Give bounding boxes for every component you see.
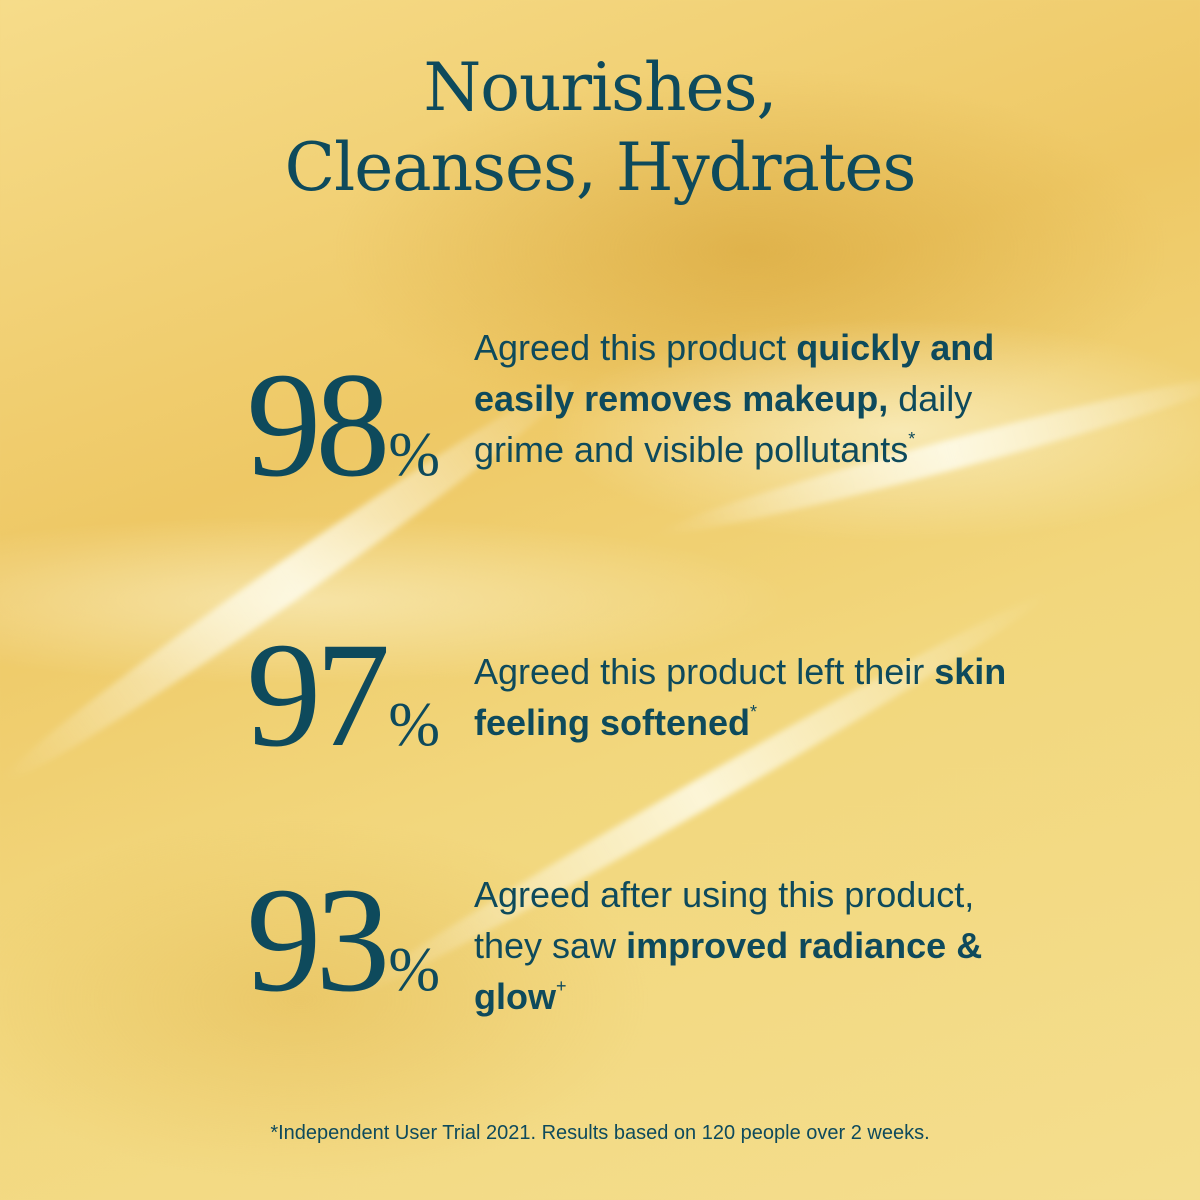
stat-number: 93 bbox=[246, 857, 390, 1023]
stat-value: 93% bbox=[246, 865, 440, 1015]
stat-description: Agreed after using this product, they sa… bbox=[474, 869, 1014, 1022]
text-segment-bold: quickly and easily removes makeup, bbox=[474, 327, 995, 419]
text-segment: daily grime and visible pollutants bbox=[474, 378, 973, 470]
footnote-mark: * bbox=[908, 429, 916, 449]
stat-description: Agreed this product left their skin feel… bbox=[474, 646, 1034, 748]
footnote: *Independent User Trial 2021. Results ba… bbox=[270, 1122, 930, 1144]
stat-number: 97 bbox=[246, 612, 390, 778]
footnote-mark: + bbox=[555, 976, 567, 996]
text-segment-bold: improved radiance & glow bbox=[474, 925, 983, 1017]
text-segment: Agreed this product left their bbox=[474, 651, 935, 692]
percent-sign: % bbox=[388, 421, 440, 489]
title-line-1: Nourishes, bbox=[423, 49, 778, 126]
percent-sign: % bbox=[388, 691, 440, 759]
stat-value: 97% bbox=[246, 620, 440, 770]
text-segment: Agreed this product bbox=[474, 327, 797, 368]
stat-description: Agreed this product quickly and easily r… bbox=[474, 322, 1034, 475]
stat-number: 98 bbox=[246, 342, 390, 508]
footnote-mark: * bbox=[750, 702, 758, 722]
stat-value: 98% bbox=[246, 350, 440, 500]
title-line-2: Cleanses, Hydrates bbox=[284, 129, 917, 206]
page-title: Nourishes, Cleanses, Hydrates bbox=[0, 48, 1200, 208]
percent-sign: % bbox=[388, 936, 440, 1004]
text-segment-bold: skin feeling softened bbox=[474, 651, 1007, 743]
text-segment: Agreed after using this product, they sa… bbox=[474, 874, 975, 966]
